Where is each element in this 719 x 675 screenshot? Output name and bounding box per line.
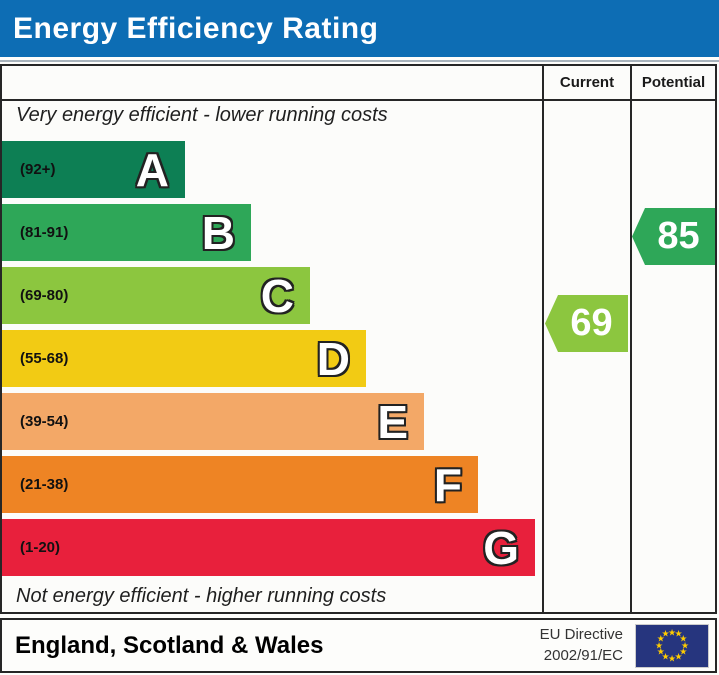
page-title: Energy Efficiency Rating (13, 12, 379, 45)
eu-flag-star-icon: ★ (654, 640, 664, 650)
column-divider-potential (630, 66, 632, 612)
band-g-range: (1-20) (20, 539, 61, 556)
band-g: (1-20) G (2, 519, 535, 576)
eu-flag-icon: ★ ★ ★ ★ ★ ★ ★ ★ ★ ★ ★ ★ (635, 623, 709, 668)
band-e: (39-54) E (2, 393, 424, 450)
band-f: (21-38) F (2, 456, 478, 513)
eu-directive-line1: EU Directive (539, 626, 623, 644)
band-b: (81-91) B (2, 204, 251, 261)
eu-flag-star-icon: ★ (661, 628, 670, 639)
band-c-range: (69-80) (20, 287, 69, 304)
current-rating-value: 69 (570, 302, 613, 344)
eu-flag-star-icon: ★ (679, 646, 688, 657)
title-bar: Energy Efficiency Rating (0, 0, 719, 57)
title-underline (0, 60, 719, 62)
eu-flag-star-icon: ★ (656, 633, 665, 644)
eu-flag-star-icon: ★ (667, 653, 677, 663)
potential-rating-value: 85 (657, 215, 700, 257)
rating-bands: (92+) A (81-91) B (69-80) C (55-68) D (3… (2, 141, 535, 582)
column-divider-current (542, 66, 544, 612)
eu-flag-star-icon: ★ (667, 627, 677, 637)
band-d: (55-68) D (2, 330, 366, 387)
header-divider (2, 99, 715, 101)
caption-very-efficient: Very energy efficient - lower running co… (16, 104, 388, 126)
region-label: England, Scotland & Wales (15, 631, 324, 659)
band-d-range: (55-68) (20, 350, 69, 367)
eu-flag-star-icon: ★ (680, 640, 690, 650)
band-b-letter: B (201, 206, 235, 259)
eu-flag-star-icon: ★ (661, 651, 670, 662)
current-rating-arrow: 69 (545, 295, 628, 352)
band-c: (69-80) C (2, 267, 310, 324)
eu-directive-label: EU Directive 2002/91/EC (540, 625, 623, 666)
footer: England, Scotland & Wales EU Directive 2… (0, 618, 717, 673)
rating-chart: Current Potential Very energy efficient … (0, 64, 717, 614)
band-d-letter: D (316, 332, 350, 385)
band-a: (92+) A (2, 141, 185, 198)
caption-not-efficient: Not energy efficient - higher running co… (16, 585, 387, 607)
band-c-letter: C (260, 269, 294, 322)
band-e-letter: E (377, 395, 408, 448)
column-header-current: Current (559, 74, 615, 91)
band-a-range: (92+) (20, 161, 56, 178)
band-f-letter: F (433, 458, 462, 511)
band-e-range: (39-54) (20, 413, 69, 430)
footer-right: EU Directive 2002/91/EC ★ ★ ★ ★ ★ ★ ★ ★ ★ ★ ★ ★ (540, 623, 715, 668)
band-b-range: (81-91) (20, 224, 69, 241)
eu-directive-line2: 2002/91/EC (543, 646, 623, 664)
band-g-letter: G (483, 521, 519, 574)
potential-rating-arrow: 85 (632, 208, 715, 265)
band-f-range: (21-38) (20, 476, 69, 493)
band-a-letter: A (135, 143, 169, 196)
column-header-potential: Potential (641, 74, 706, 91)
eu-flag-star-icon: ★ (674, 628, 683, 639)
eu-flag-star-icon: ★ (679, 633, 688, 644)
eu-flag-star-icon: ★ (674, 651, 683, 662)
eu-flag-star-icon: ★ (656, 646, 665, 657)
